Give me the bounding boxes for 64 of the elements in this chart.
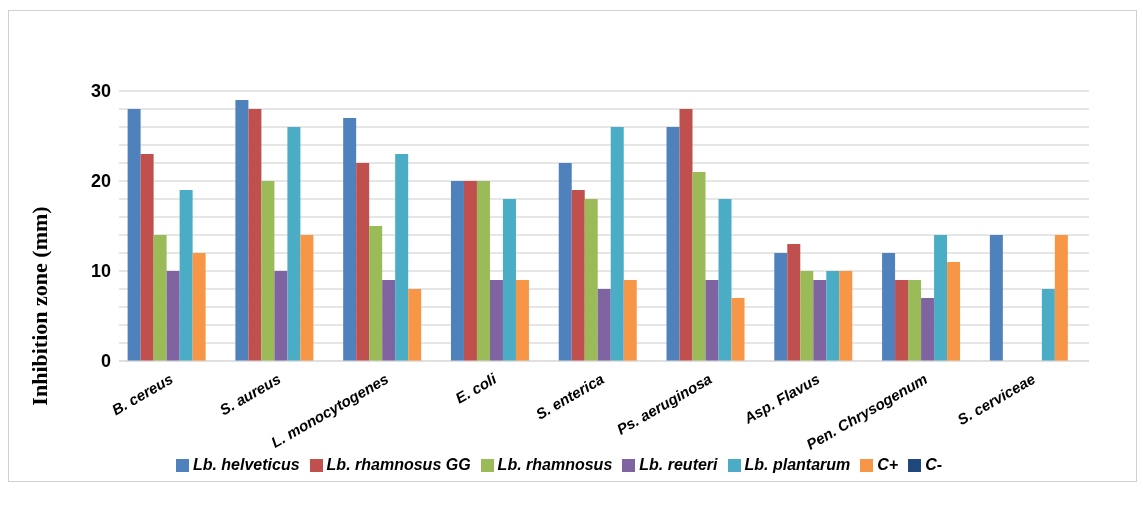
bar — [813, 280, 827, 361]
bar — [450, 181, 464, 361]
bar — [274, 271, 288, 361]
bar — [395, 154, 409, 361]
legend-label: Lb. helveticus — [192, 456, 300, 473]
legend-label: Lb. reuteri — [639, 456, 718, 473]
bar — [166, 271, 180, 361]
bar — [839, 271, 853, 361]
bar — [489, 280, 503, 361]
bar — [558, 163, 572, 361]
legend-label: C+ — [877, 456, 899, 473]
legend-label: Lb. rhamnosus GG — [326, 456, 471, 473]
bar — [127, 109, 141, 361]
bar — [235, 100, 249, 361]
bar — [718, 199, 732, 361]
legend-label: Lb. rhamnosus — [497, 456, 613, 473]
bar — [192, 253, 206, 361]
y-tick-label: 0 — [100, 351, 111, 372]
bar — [679, 109, 693, 361]
y-axis-title: Inhibition zone (mm) — [26, 206, 52, 406]
bar — [248, 109, 262, 361]
y-tick-label: 20 — [90, 171, 111, 192]
bar — [343, 118, 357, 361]
bar — [584, 199, 598, 361]
bar — [895, 280, 909, 361]
bar — [515, 280, 529, 361]
bar — [261, 181, 275, 361]
bar — [692, 172, 706, 361]
bar — [463, 181, 477, 361]
y-tick-label: 30 — [90, 81, 111, 102]
bar — [882, 253, 896, 361]
bar — [731, 298, 745, 361]
bar — [153, 235, 167, 361]
bar — [356, 163, 370, 361]
bar — [826, 271, 840, 361]
bar — [408, 289, 422, 361]
bar — [934, 235, 948, 361]
bar — [597, 289, 611, 361]
bar — [502, 199, 516, 361]
bar — [774, 253, 788, 361]
bar — [179, 190, 193, 361]
bar — [571, 190, 585, 361]
bar — [610, 127, 624, 361]
legend-label: Lb. plantarum — [744, 456, 851, 473]
bar — [300, 235, 314, 361]
bar — [921, 298, 935, 361]
bar — [787, 244, 801, 361]
bar — [287, 127, 301, 361]
legend-label: C- — [925, 456, 943, 473]
bar — [382, 280, 396, 361]
bar — [1041, 289, 1055, 361]
bar — [369, 226, 383, 361]
bar — [908, 280, 922, 361]
bar — [666, 127, 680, 361]
bar — [140, 154, 154, 361]
bar — [800, 271, 814, 361]
bar — [989, 235, 1003, 361]
y-tick-label: 10 — [90, 261, 111, 282]
bar — [947, 262, 961, 361]
bar — [623, 280, 637, 361]
bar — [1054, 235, 1068, 361]
bar — [476, 181, 490, 361]
bar — [705, 280, 719, 361]
x-tick-label: E. coli — [452, 369, 500, 407]
